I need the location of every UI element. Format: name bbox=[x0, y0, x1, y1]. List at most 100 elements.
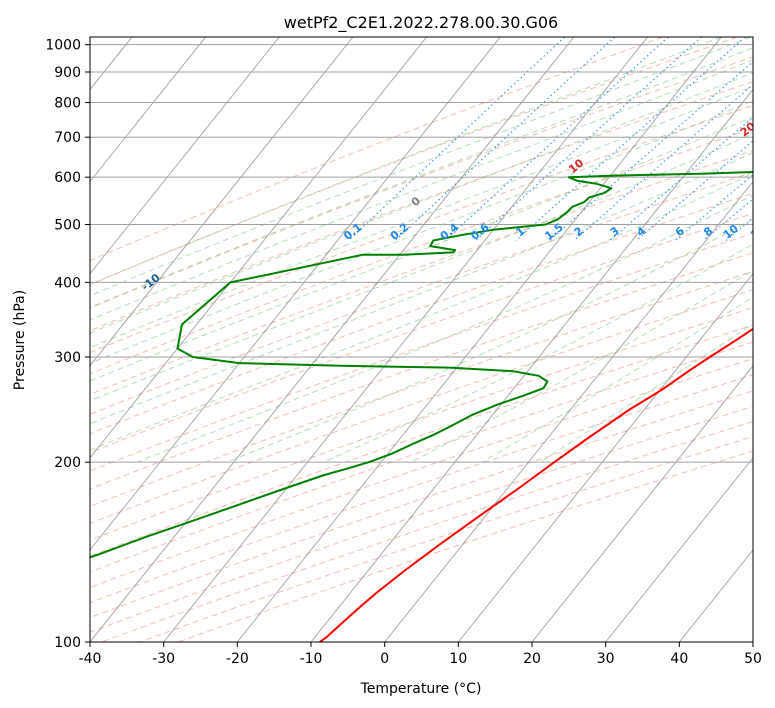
dry-adiabats bbox=[90, 37, 753, 642]
y-tick-label: 300 bbox=[54, 350, 81, 366]
isotherm-line bbox=[163, 37, 649, 642]
isotherm-line bbox=[605, 457, 753, 642]
dry-adiabat-line bbox=[90, 80, 753, 332]
x-tick-label: 50 bbox=[744, 651, 762, 667]
moist-adiabat-line bbox=[323, 243, 753, 463]
isotherm-line bbox=[236, 37, 722, 642]
y-tick-label: 600 bbox=[54, 170, 81, 186]
moist-adiabat-line bbox=[90, 115, 753, 382]
mixing-ratio-label: 13 bbox=[748, 222, 768, 242]
dewpoint-profile-line bbox=[90, 170, 753, 559]
x-tick-label: 0 bbox=[380, 651, 389, 667]
y-tick-label: 1000 bbox=[45, 38, 81, 54]
y-axis: 100 200 300 400 500 600 700 800 900 1000 bbox=[45, 38, 90, 651]
x-tick-label: -40 bbox=[79, 651, 102, 667]
dry-adiabat-line bbox=[90, 127, 753, 375]
mixing-ratio-lines bbox=[348, 37, 753, 241]
isotherm-line bbox=[90, 37, 575, 642]
mixing-ratio-line bbox=[444, 37, 669, 241]
mixing-ratio-label: 6 bbox=[673, 224, 687, 239]
mixing-ratio-line bbox=[475, 37, 702, 241]
mixing-ratio-line bbox=[348, 37, 565, 241]
y-tick-label: 100 bbox=[54, 635, 81, 651]
sounding-series bbox=[90, 170, 753, 642]
moist-adiabat-line bbox=[90, 172, 753, 451]
moist-adiabat-line bbox=[90, 37, 722, 286]
mixing-ratio-label: 16 bbox=[770, 222, 775, 242]
dry-adiabat-line bbox=[90, 232, 753, 472]
dry-adiabat-line bbox=[90, 289, 753, 524]
moist-adiabat-line bbox=[410, 269, 753, 463]
dry-adiabat-line bbox=[90, 56, 753, 309]
x-tick-label: -10 bbox=[300, 651, 323, 667]
isotherm-line bbox=[90, 37, 501, 551]
mixing-ratio-line bbox=[394, 37, 616, 241]
moist-adiabat-line bbox=[539, 323, 753, 463]
moist-adiabat-line bbox=[90, 37, 751, 297]
moist-adiabat-line bbox=[136, 194, 753, 463]
dry-adiabat-line bbox=[90, 150, 753, 395]
moist-adiabats bbox=[90, 37, 753, 463]
x-tick-label: 30 bbox=[597, 651, 615, 667]
isotherm-line bbox=[0, 37, 58, 642]
x-tick-label: 40 bbox=[670, 651, 688, 667]
isotherm-line bbox=[752, 641, 753, 642]
x-tick-label: 10 bbox=[449, 651, 467, 667]
dry-adiabat-line bbox=[90, 390, 753, 619]
moist-adiabat-line bbox=[90, 59, 753, 321]
isotherm-line bbox=[90, 37, 354, 367]
dry-adiabat-label: 0 bbox=[409, 194, 423, 209]
y-tick-label: 700 bbox=[54, 130, 81, 146]
dry-adiabat-line bbox=[90, 104, 753, 354]
x-tick-label: 20 bbox=[523, 651, 541, 667]
isotherm-line bbox=[90, 37, 207, 183]
dry-adiabat-label: 20 bbox=[738, 119, 758, 139]
mixing-ratio-line bbox=[573, 83, 753, 241]
x-tick-label: -30 bbox=[152, 651, 175, 667]
isotherm-line bbox=[90, 37, 428, 459]
moist-adiabat-line bbox=[481, 296, 753, 463]
isotherm-line bbox=[531, 365, 753, 642]
x-tick-label: -20 bbox=[226, 651, 249, 667]
dry-adiabat-line bbox=[101, 421, 753, 642]
plot-area: -100-90-80-70-60-50-40-30-20-10010203040… bbox=[0, 37, 775, 642]
dry-adiabat-line bbox=[90, 270, 753, 507]
moist-adiabat-line bbox=[226, 218, 753, 463]
mixing-ratio-label: 3 bbox=[608, 224, 622, 239]
mixing-ratio-line bbox=[515, 37, 746, 241]
dry-adiabat-line bbox=[90, 37, 664, 261]
chart-title: wetPf2_C2E1.2022.278.00.30.G06 bbox=[284, 13, 558, 33]
y-tick-label: 800 bbox=[54, 96, 81, 112]
y-tick-label: 200 bbox=[54, 455, 81, 471]
dry-adiabat-line bbox=[90, 374, 753, 604]
y-axis-label: Pressure (hPa) bbox=[12, 290, 28, 390]
mixing-ratio-label: 0.2 bbox=[388, 221, 411, 243]
y-tick-label: 400 bbox=[54, 275, 81, 291]
y-tick-label: 900 bbox=[54, 65, 81, 81]
isotherm-line bbox=[90, 37, 280, 275]
moist-adiabat-line bbox=[90, 133, 753, 402]
x-axis: -40 -30 -20 -10 0 10 20 30 40 50 bbox=[79, 642, 762, 667]
isobars bbox=[90, 44, 753, 642]
plot-frame bbox=[89, 36, 754, 643]
y-tick-label: 500 bbox=[54, 217, 81, 233]
mixing-ratio-line bbox=[609, 116, 753, 241]
dry-adiabat-line bbox=[90, 341, 753, 573]
temperature-profile-line bbox=[319, 327, 753, 642]
mixing-ratio-label: 0.6 bbox=[468, 220, 492, 242]
isotherms bbox=[0, 37, 753, 642]
isotherm-line bbox=[310, 88, 753, 642]
isotherm-line bbox=[457, 272, 753, 642]
dry-adiabat-line bbox=[90, 324, 753, 557]
isotherm-line bbox=[384, 180, 753, 642]
moist-adiabat-line bbox=[90, 100, 753, 364]
mixing-ratio-label: 4 bbox=[634, 224, 648, 239]
x-axis-label: Temperature (°C) bbox=[360, 681, 482, 697]
dry-adiabat-line bbox=[90, 212, 753, 454]
moist-adiabat-line bbox=[90, 72, 753, 334]
dry-adiabat-line bbox=[90, 171, 753, 415]
mixing-ratio-line bbox=[636, 140, 753, 241]
moist-adiabat-line bbox=[90, 85, 753, 349]
mixing-ratio-line bbox=[674, 173, 753, 241]
